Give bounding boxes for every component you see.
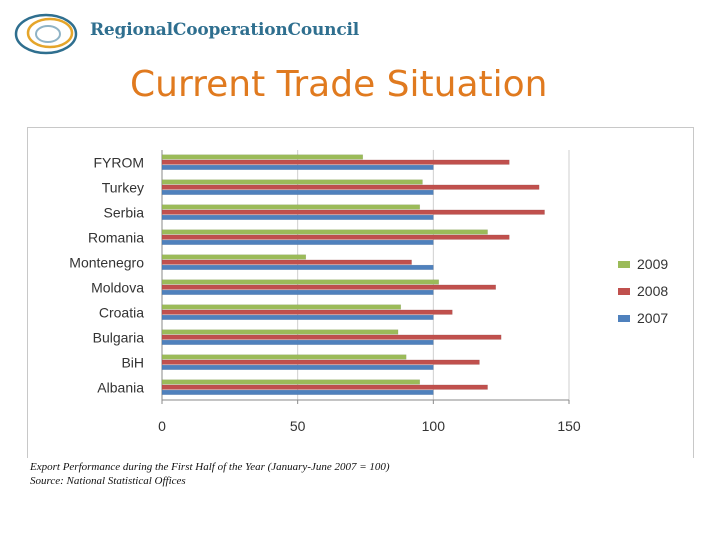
bar-2009 bbox=[161, 279, 440, 285]
bar-chart: 0 50 100 150 FYROM Turkey Serbia Romania Montene… bbox=[69, 150, 668, 434]
y-tick-label: Romania bbox=[88, 230, 144, 246]
slide-title: Current Trade Situation bbox=[130, 64, 548, 105]
rcc-logo: RegionalCooperationCouncil bbox=[12, 12, 359, 56]
bar-2008 bbox=[161, 184, 540, 190]
bar-2007 bbox=[161, 314, 434, 320]
bar-2008 bbox=[161, 334, 502, 340]
y-tick-label: FYROM bbox=[93, 155, 144, 171]
bar-2009 bbox=[161, 229, 488, 235]
y-tick-label: Albania bbox=[97, 380, 144, 396]
bar-2008 bbox=[161, 209, 545, 215]
chart-caption: Export Performance during the First Half… bbox=[30, 461, 390, 473]
legend-label-2007: 2007 bbox=[637, 310, 668, 326]
bar-2008 bbox=[161, 159, 510, 165]
bar-2007 bbox=[161, 189, 434, 195]
bar-2008 bbox=[161, 309, 453, 315]
bar-2007 bbox=[161, 214, 434, 220]
y-tick-label: BiH bbox=[121, 355, 144, 371]
y-tick-label: Bulgaria bbox=[93, 330, 145, 346]
y-tick-label: Montenegro bbox=[69, 255, 144, 271]
y-tick-label: Moldova bbox=[91, 280, 144, 296]
chart-source: Source: National Statistical Offices bbox=[30, 475, 186, 487]
bar-2009 bbox=[161, 254, 307, 260]
bar-2009 bbox=[161, 354, 407, 360]
logo-text: RegionalCooperationCouncil bbox=[90, 20, 360, 40]
bar-2008 bbox=[161, 359, 480, 365]
chart-frame: 0 50 100 150 FYROM Turkey Serbia Romania Montene… bbox=[27, 127, 694, 458]
bar-2009 bbox=[161, 204, 421, 210]
bar-2008 bbox=[161, 234, 510, 240]
x-tick-label: 0 bbox=[158, 418, 166, 434]
bar-2007 bbox=[161, 164, 434, 170]
legend-label-2008: 2008 bbox=[637, 283, 668, 299]
bar-2009 bbox=[161, 304, 402, 310]
y-tick-label: Croatia bbox=[99, 305, 144, 321]
bar-2009 bbox=[161, 329, 399, 335]
legend-swatch-2009 bbox=[618, 261, 630, 268]
bar-2007 bbox=[161, 389, 434, 395]
x-tick-label: 150 bbox=[557, 418, 581, 434]
y-tick-label: Turkey bbox=[102, 180, 144, 196]
bar-2007 bbox=[161, 264, 434, 270]
rcc-logo-icon bbox=[14, 13, 78, 55]
bar-2008 bbox=[161, 284, 496, 290]
legend-swatch-2008 bbox=[618, 288, 630, 295]
x-tick-label: 100 bbox=[422, 418, 446, 434]
bar-2009 bbox=[161, 179, 423, 185]
bar-2007 bbox=[161, 364, 434, 370]
y-tick-label: Serbia bbox=[104, 205, 145, 221]
x-tick-label: 50 bbox=[290, 418, 306, 434]
bar-2009 bbox=[161, 154, 364, 160]
bar-2008 bbox=[161, 384, 488, 390]
legend-swatch-2007 bbox=[618, 315, 630, 322]
bar-2007 bbox=[161, 239, 434, 245]
legend-label-2009: 2009 bbox=[637, 256, 668, 272]
bar-2008 bbox=[161, 259, 412, 265]
bar-2007 bbox=[161, 289, 434, 295]
bar-2009 bbox=[161, 379, 421, 385]
bar-2007 bbox=[161, 339, 434, 345]
